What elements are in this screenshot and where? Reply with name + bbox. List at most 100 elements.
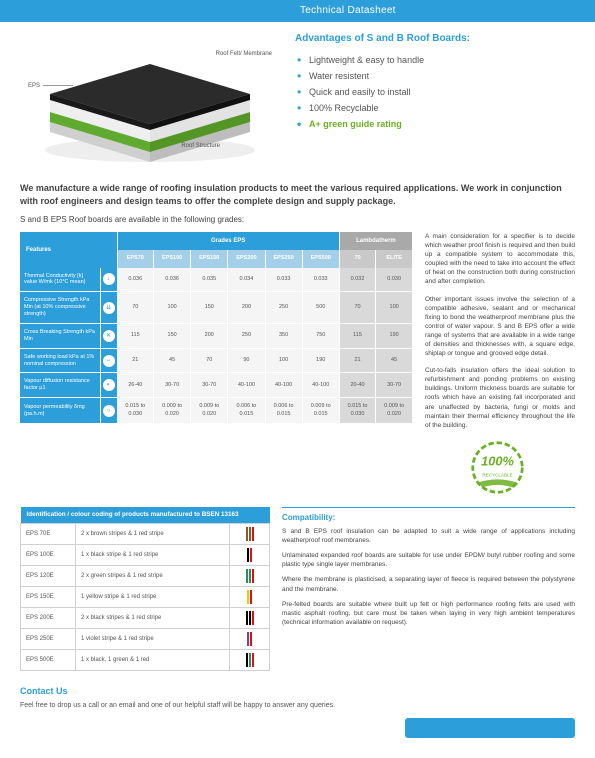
- feat-icon-cell: ↓: [100, 268, 117, 292]
- ident-stripes: [230, 587, 270, 608]
- diagram-label-eps: EPS: [28, 82, 76, 90]
- spec-cell: 750: [302, 323, 339, 348]
- spec-cell: 0.009 to 0.020: [376, 398, 413, 424]
- th-col: 70: [339, 250, 375, 267]
- feat-cell: Thermal Conductivity [k] value W/mk (10°…: [20, 268, 100, 292]
- spec-cell: 45: [376, 348, 413, 373]
- spec-cell: 0.033: [265, 268, 302, 292]
- advantage-item: Quick and easily to install: [295, 86, 575, 98]
- feat-icon-cell: ↔: [100, 348, 117, 373]
- compat-para: S and B EPS roof insulation can be adapt…: [282, 527, 575, 545]
- spec-cell: 0.034: [228, 268, 265, 292]
- svg-text:RECYCLABLE: RECYCLABLE: [482, 473, 512, 478]
- spec-cell: 100: [154, 292, 191, 324]
- diagram-label-structure: Roof Structure: [181, 142, 220, 150]
- spec-cell: 200: [191, 323, 228, 348]
- diagram-label-felt: Roof Felt/ Membrane: [216, 50, 272, 58]
- advantages-title: Advantages of S and B Roof Boards:: [295, 32, 575, 46]
- advantage-item: Water resistent: [295, 70, 575, 82]
- feat-cell: Cross Breaking Strength kPa Min: [20, 323, 100, 348]
- ident-code: EPS 70E: [21, 524, 76, 545]
- spec-cell: 190: [376, 323, 413, 348]
- ident-header: Identification / colour coding of produc…: [21, 507, 270, 524]
- spec-cell: 30-70: [191, 373, 228, 398]
- ident-stripes: [230, 524, 270, 545]
- feat-cell: Compressive Strength kPa Min (at 10% com…: [20, 292, 100, 324]
- feat-icon: ○: [103, 405, 115, 417]
- feat-icon: ✕: [103, 330, 115, 342]
- feat-icon: ↓: [103, 273, 115, 285]
- feat-icon: ◐: [103, 379, 115, 391]
- feat-cell: Safe working load kPa at 1% nominal comp…: [20, 348, 100, 373]
- ident-code: EPS 120E: [21, 566, 76, 587]
- spec-cell: 0.009 to 0.015: [302, 398, 339, 424]
- spec-cell: 350: [265, 323, 302, 348]
- th-lambdatherm: Lambdatherm: [339, 232, 412, 250]
- feat-icon: ↔: [103, 355, 115, 367]
- th-col: EPS70: [117, 250, 154, 267]
- feat-icon-cell: ◐: [100, 373, 117, 398]
- th-col: ELITE: [376, 250, 413, 267]
- spec-cell: 70: [117, 292, 154, 324]
- ident-stripes: [230, 545, 270, 566]
- spec-cell: 20-40: [339, 373, 375, 398]
- spec-cell: 500: [302, 292, 339, 324]
- spec-cell: 70: [191, 348, 228, 373]
- ident-code: EPS 200E: [21, 608, 76, 629]
- feat-cell: Vapour diffusion resistance factor µ1: [20, 373, 100, 398]
- recyclable-badge: 100% RECYCLABLE: [470, 440, 525, 495]
- spec-cell: 115: [117, 323, 154, 348]
- side-para: A main consideration for a specifier is …: [425, 232, 575, 287]
- ident-desc: 1 violet stripe & 1 red stripe: [76, 629, 230, 650]
- spec-cell: 30-70: [154, 373, 191, 398]
- ident-stripes: [230, 608, 270, 629]
- th-col: EPS500: [302, 250, 339, 267]
- cta-button[interactable]: [405, 718, 575, 738]
- spec-cell: 115: [339, 323, 375, 348]
- spec-cell: 200: [228, 292, 265, 324]
- spec-cell: 0.036: [154, 268, 191, 292]
- ident-desc: 1 x black, 1 green & 1 red: [76, 650, 230, 671]
- compat-para: Where the membrane is plasticised, a sep…: [282, 575, 575, 593]
- spec-table: Features Grades EPS Lambdatherm EPS70EPS…: [20, 232, 413, 424]
- side-para: Other important issues involve the selec…: [425, 295, 575, 359]
- spec-cell: 40-100: [265, 373, 302, 398]
- ident-stripes: [230, 629, 270, 650]
- th-col: EPS150: [191, 250, 228, 267]
- th-features: Features: [20, 232, 117, 268]
- spec-cell: 0.006 to 0.015: [228, 398, 265, 424]
- spec-cell: 0.035: [191, 268, 228, 292]
- ident-code: EPS 150E: [21, 587, 76, 608]
- side-para: Cut-to-falls insulation offers the ideal…: [425, 366, 575, 430]
- spec-cell: 0.036: [117, 268, 154, 292]
- feat-icon-cell: ✕: [100, 323, 117, 348]
- spec-cell: 150: [154, 323, 191, 348]
- ident-stripes: [230, 566, 270, 587]
- side-text: A main consideration for a specifier is …: [425, 232, 575, 495]
- spec-cell: 0.033: [302, 268, 339, 292]
- compat-title: Compatibility:: [282, 507, 575, 523]
- roof-diagram: EPS Roof Felt/ Membrane Roof Structure: [20, 32, 280, 172]
- feat-icon-cell: ○: [100, 398, 117, 424]
- ident-table: Identification / colour coding of produc…: [20, 507, 270, 672]
- intro-text: We manufacture a wide range of roofing i…: [20, 182, 575, 207]
- spec-cell: 0.015 to 0.030: [339, 398, 375, 424]
- ident-code: EPS 500E: [21, 650, 76, 671]
- ident-code: EPS 250E: [21, 629, 76, 650]
- advantages-list: Lightweight & easy to handle Water resis…: [295, 54, 575, 131]
- spec-cell: 190: [302, 348, 339, 373]
- spec-cell: 30-70: [376, 373, 413, 398]
- ident-desc: 1 yellow stripe & 1 red stripe: [76, 587, 230, 608]
- spec-cell: 70: [339, 292, 375, 324]
- ident-desc: 2 x black stripes & 1 red stripe: [76, 608, 230, 629]
- spec-cell: 26-40: [117, 373, 154, 398]
- contact-title: Contact Us: [20, 685, 575, 697]
- th-col: EPS200: [228, 250, 265, 267]
- spec-cell: 100: [265, 348, 302, 373]
- advantage-item: Lightweight & easy to handle: [295, 54, 575, 66]
- feat-icon-cell: ⇊: [100, 292, 117, 324]
- feat-icon: ⇊: [103, 302, 115, 314]
- advantage-item: 100% Recyclable: [295, 102, 575, 114]
- spec-cell: 0.032: [339, 268, 375, 292]
- spec-cell: 250: [228, 323, 265, 348]
